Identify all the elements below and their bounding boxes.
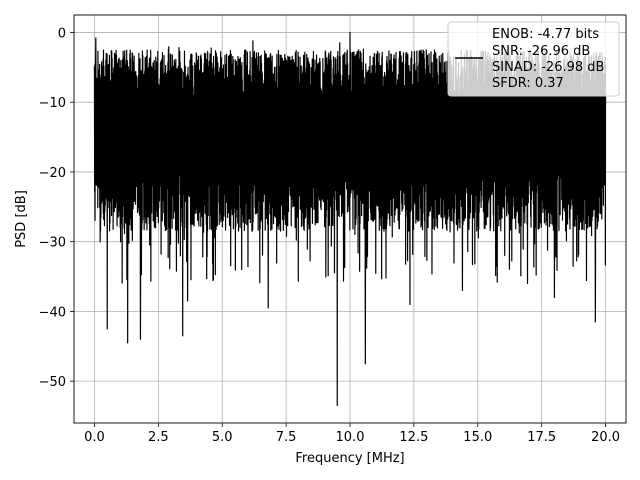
plot-area [93, 31, 607, 407]
x-axis-label: Frequency [MHz] [295, 451, 404, 466]
ticks: 0.0 2.5 5.0 7.5 10.0 12.5 15.0 17.5 20.0 0 −10 −20 −… [39, 26, 620, 445]
x-tick-label: 7.5 [276, 430, 297, 445]
legend-box [447, 21, 620, 97]
x-tick-label: 15.0 [463, 430, 492, 445]
x-tick-label: 17.5 [527, 430, 556, 445]
legend: ENOB: -4.77 bits SNR: -26.96 dB SINAD: -… [447, 21, 620, 97]
legend-sfdr: SFDR: 0.37 [492, 76, 564, 91]
x-tick-label: 12.5 [399, 430, 428, 445]
x-tick-label: 2.5 [148, 430, 169, 445]
legend-enob: ENOB: -4.77 bits [492, 27, 599, 42]
y-tick-label: −10 [39, 96, 66, 111]
x-tick-label: 20.0 [591, 430, 620, 445]
x-tick-label: 10.0 [336, 430, 365, 445]
x-tick-label: 0.0 [84, 430, 105, 445]
legend-sinad: SINAD: -26.98 dB [492, 60, 604, 75]
y-tick-label: −20 [39, 166, 66, 181]
y-axis-label: PSD [dB] [14, 190, 29, 248]
y-tick-label: −30 [39, 236, 66, 251]
y-tick-label: 0 [58, 26, 66, 41]
x-tick-label: 5.0 [212, 430, 233, 445]
y-tick-label: −40 [39, 305, 66, 320]
y-tick-label: −50 [39, 375, 66, 390]
psd-series-line [93, 31, 607, 407]
legend-snr: SNR: -26.96 dB [492, 44, 590, 59]
